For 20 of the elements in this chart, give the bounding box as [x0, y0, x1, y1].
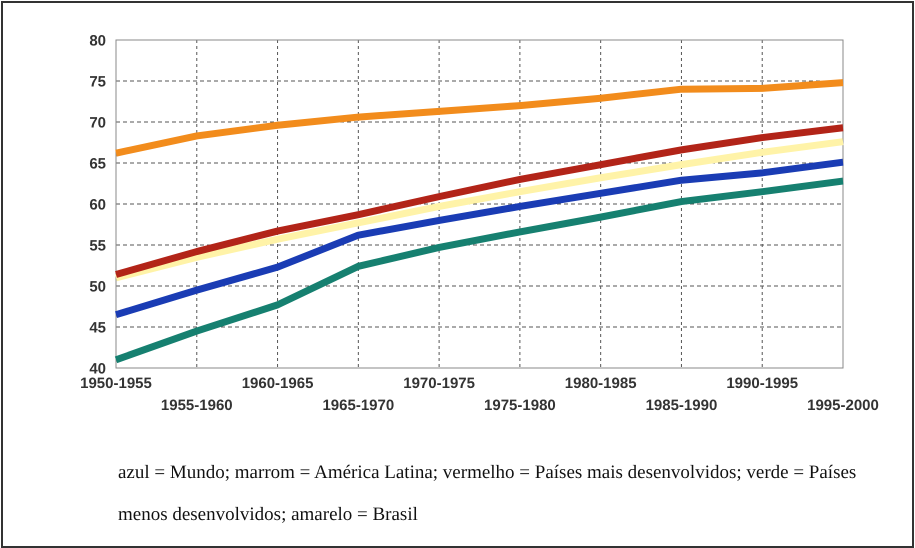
x-tick-label: 1990-1995 [726, 375, 798, 392]
y-tick-label: 55 [89, 237, 106, 254]
x-tick-label: 1985-1990 [646, 397, 718, 414]
x-tick-label: 1955-1960 [160, 397, 233, 414]
y-tick-label: 75 [89, 73, 106, 90]
x-tick-label: 1965-1970 [322, 397, 394, 414]
x-tick-label: 1970-1975 [403, 375, 475, 392]
y-tick-label: 40 [89, 360, 106, 378]
x-tick-label: 1995-2000 [807, 397, 879, 414]
x-tick-label: 1980-1985 [564, 375, 637, 392]
y-tick-label: 65 [89, 155, 106, 172]
x-tick-label: 1960-1965 [242, 375, 314, 392]
y-tick-label: 50 [89, 278, 106, 296]
y-tick-label: 80 [89, 32, 106, 50]
y-tick-label: 60 [89, 196, 106, 214]
x-tick-label: 1975-1980 [484, 397, 556, 414]
text: azul = Mundo; marrom = América Latina; vermelho = Países mais desenvolvidos; verde = Países menos desenvolvidos; amarelo = Brasil [118, 461, 858, 527]
x-tick-label: 1950-1955 [80, 375, 152, 392]
y-tick-label: 70 [89, 114, 106, 132]
y-tick-label: 45 [89, 319, 106, 336]
